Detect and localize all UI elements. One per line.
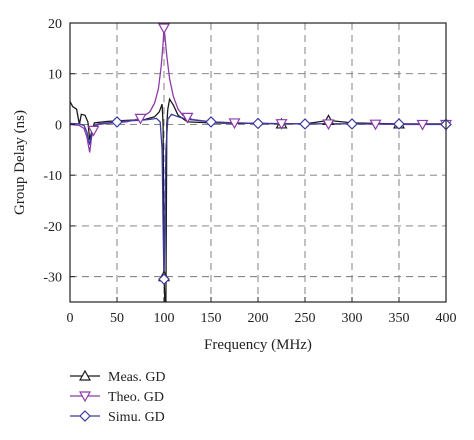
marker-theo-gd (369, 119, 382, 131)
x-tick-label: 400 (436, 311, 457, 326)
marker-theo-gd (181, 112, 194, 124)
marker-simu-gd (346, 118, 358, 130)
marker-simu-gd (252, 117, 264, 130)
legend-label-theo-gd: Theo. GD (108, 390, 164, 405)
y-tick-label: 10 (48, 68, 62, 83)
marker-theo-gd (275, 119, 288, 130)
marker-simu-gd (158, 273, 170, 286)
legend-marker-simu-gd (79, 410, 91, 422)
x-tick-label: 50 (110, 311, 124, 326)
legend: Meas. GD Theo. GD Simu. GD (70, 369, 166, 425)
y-tick-label: -20 (43, 220, 62, 235)
legend-marker-meas-gd (78, 369, 92, 381)
y-tick-label: -30 (43, 271, 62, 286)
marker-theo-gd (157, 23, 171, 35)
marker-theo-gd (87, 125, 100, 137)
x-tick-label: 100 (154, 311, 175, 326)
y-tick-label: -10 (43, 169, 62, 184)
y-axis-title: Group Delay (ns) (12, 110, 28, 215)
x-tick-label: 300 (342, 311, 363, 326)
y-tick-label: 20 (48, 17, 62, 32)
marker-simu-gd (111, 116, 123, 128)
series-markers (87, 23, 453, 286)
x-tick-label: 250 (295, 311, 316, 326)
legend-marker-theo-gd (78, 391, 92, 403)
x-tick-label: 350 (389, 311, 410, 326)
legend-label-meas-gd: Meas. GD (108, 370, 166, 385)
y-tick-label: 0 (55, 118, 62, 133)
series-line-meas-gd (70, 97, 446, 302)
marker-simu-gd (299, 118, 311, 130)
marker-theo-gd (134, 113, 147, 125)
x-tick-label: 200 (248, 311, 269, 326)
marker-theo-gd (416, 119, 429, 131)
x-tick-label: 150 (201, 311, 222, 326)
marker-simu-gd (393, 118, 405, 130)
legend-label-simu-gd: Simu. GD (108, 410, 165, 425)
grid (70, 23, 446, 302)
x-axis-title: Frequency (MHz) (204, 337, 312, 353)
marker-theo-gd (228, 118, 241, 130)
marker-simu-gd (205, 116, 217, 128)
series-lines (70, 28, 446, 302)
x-tick-label: 0 (67, 311, 74, 326)
marker-theo-gd (322, 119, 335, 131)
